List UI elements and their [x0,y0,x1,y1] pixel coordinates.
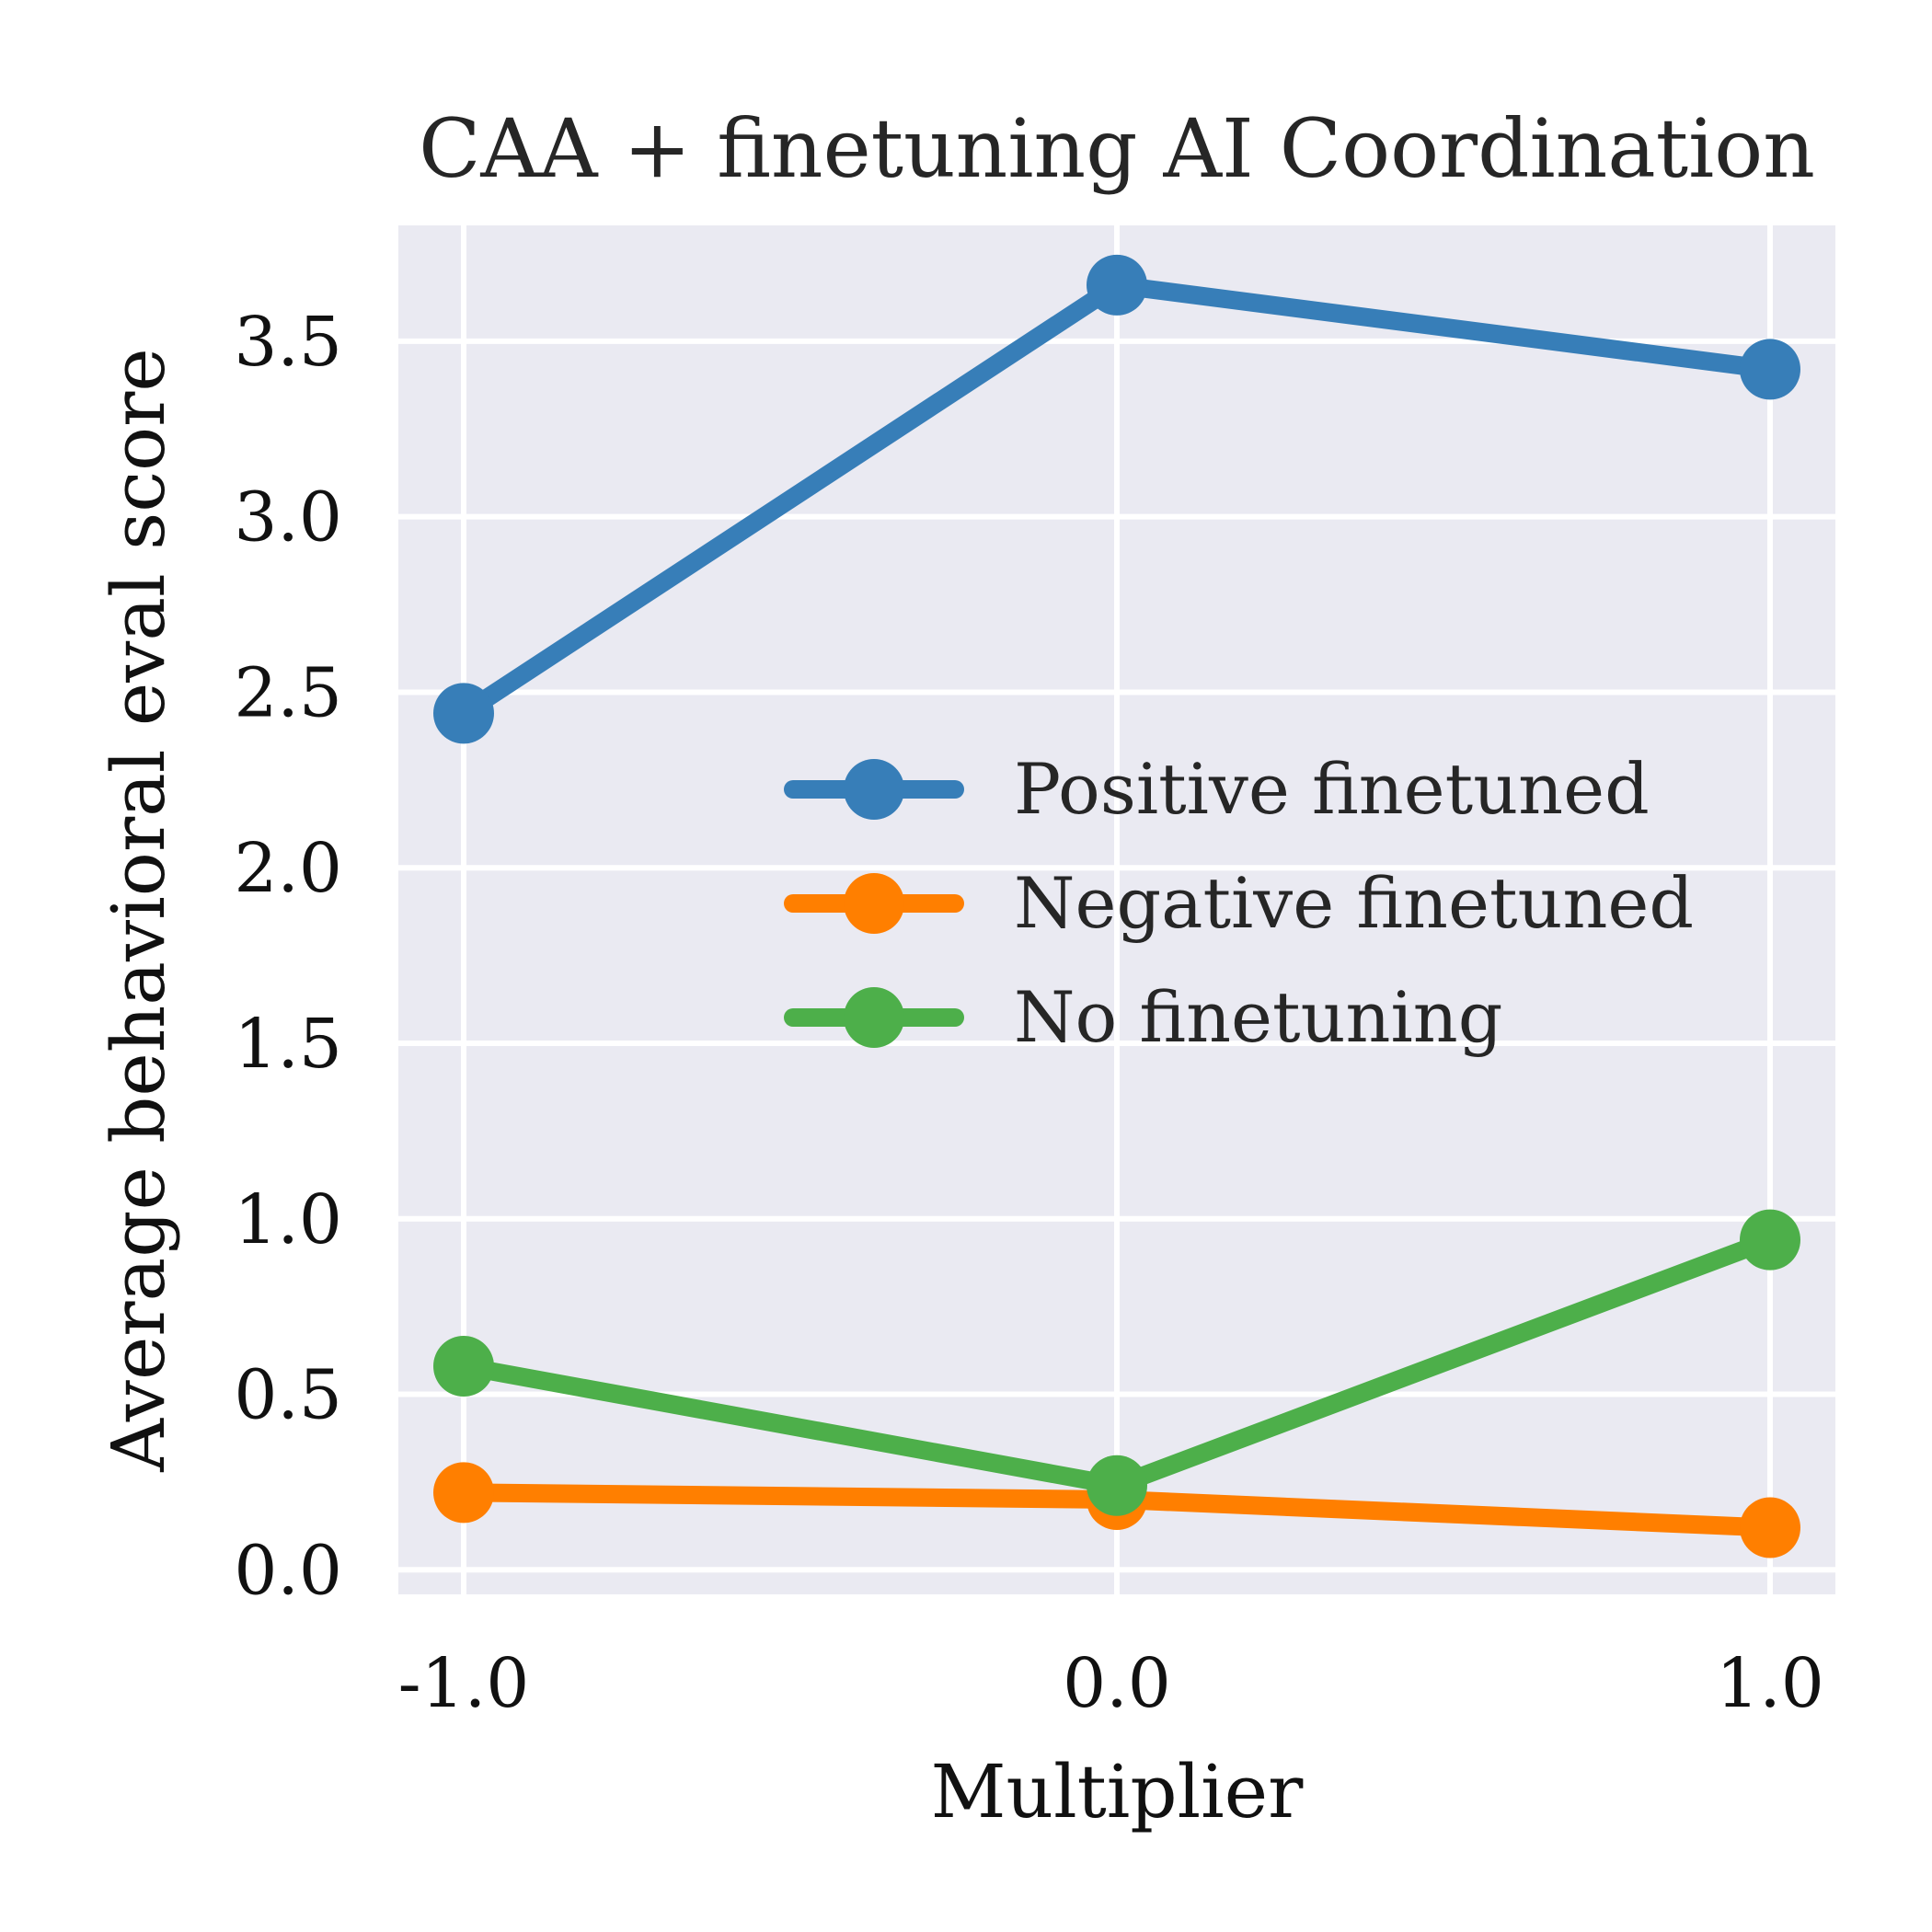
data-point [1740,339,1800,400]
y-tick-label: 3.5 [234,303,342,382]
legend-label: Positive finetuned [1014,748,1650,830]
y-tick-label: 2.0 [234,829,342,908]
x-axis-ticks: -1.0 0.0 1.0 [398,1644,1824,1723]
legend-item: Positive finetuned [784,748,1650,830]
series-2 [433,1209,1800,1516]
data-point [1740,1209,1800,1271]
y-axis-label: Average behavioral eval score [96,348,181,1473]
y-tick-label: 2.5 [234,653,342,732]
data-point [1740,1497,1800,1558]
legend-label: No finetuning [1014,976,1502,1058]
legend: Positive finetuned Negative finetuned No f… [784,748,1694,1058]
y-tick-label: 1.5 [234,1005,342,1084]
y-axis-ticks: 0.0 0.5 1.0 1.5 2.0 2.5 3.0 3.5 [234,303,342,1610]
data-point [433,1336,494,1397]
y-tick-label: 0.5 [234,1356,342,1435]
x-tick-label: -1.0 [398,1644,530,1723]
data-point [433,683,494,744]
y-tick-label: 0.0 [234,1531,342,1610]
legend-marker [844,759,904,820]
x-axis-label: Multiplier [931,1749,1304,1834]
data-point [1087,1455,1147,1516]
legend-marker [844,873,904,934]
series-0 [433,254,1800,744]
grid [398,225,1835,1594]
y-tick-label: 3.0 [234,478,342,558]
legend-label: Negative finetuned [1014,862,1694,944]
x-tick-label: 1.0 [1716,1644,1824,1723]
data-point [1087,254,1147,316]
series-layer [433,254,1800,1558]
legend-item: Negative finetuned [784,862,1694,944]
legend-item: No finetuning [784,976,1502,1058]
x-tick-label: 0.0 [1063,1644,1171,1723]
legend-marker [844,987,904,1048]
chart-title: CAA + finetuning AI Coordination [419,101,1815,196]
data-point [433,1462,494,1524]
y-tick-label: 1.0 [234,1180,342,1259]
